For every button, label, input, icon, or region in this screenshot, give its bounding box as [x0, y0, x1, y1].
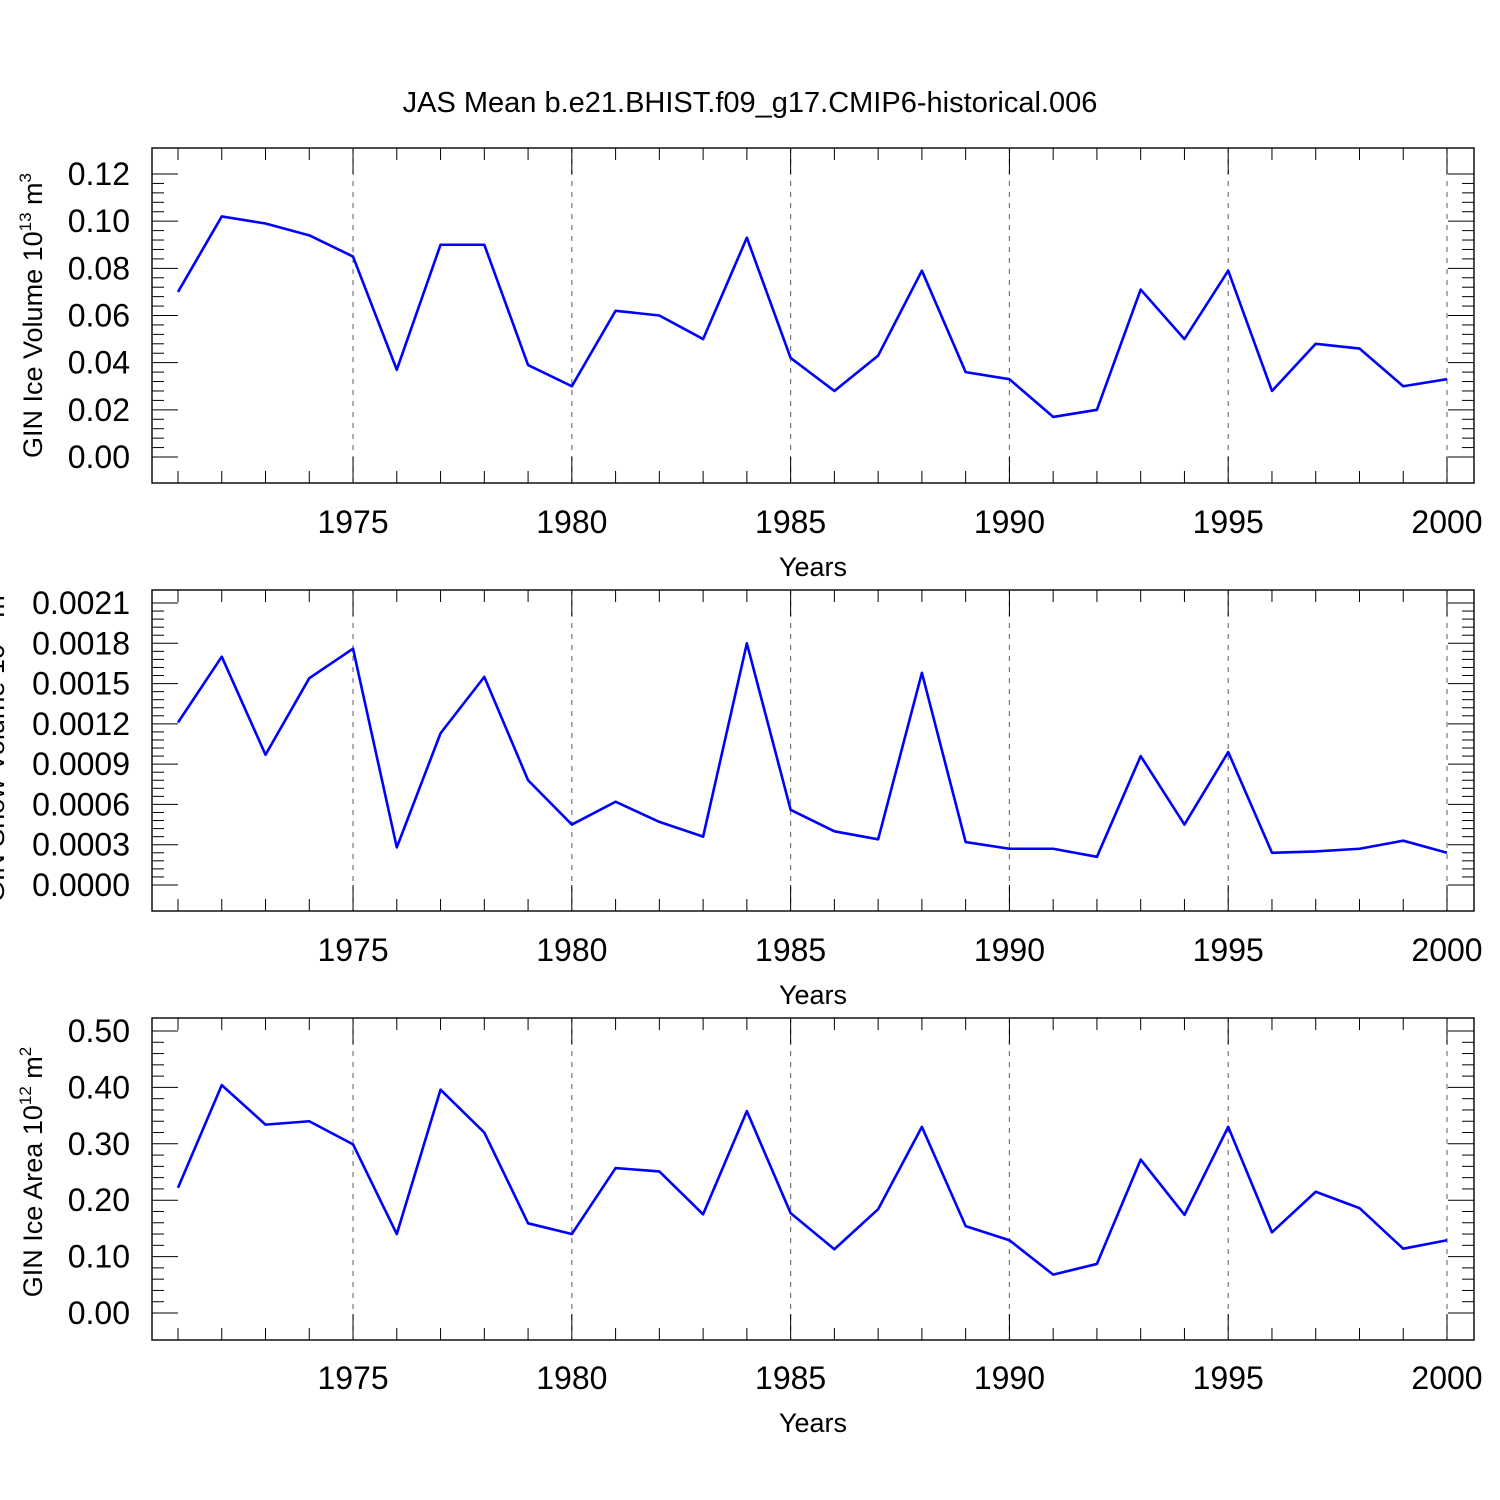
plot-frame: [151, 589, 1475, 912]
panel-2: 0.0000 0.0003 0.0006 0.0009 0.0012 0.0015 0.00…: [0, 585, 1483, 1010]
x-tick-label: 1985: [755, 932, 826, 968]
y-tick-label: 0.02: [68, 392, 130, 428]
panel-1: 0.00 0.02 0.04 0.06 0.08 0.10 0.12 1975 1980 1985…: [16, 147, 1483, 582]
y-tick-label: 0.0006: [32, 786, 130, 822]
y-axis-label: GIN Snow Volume 1013 m3: [0, 586, 10, 903]
x-tick-label: 1990: [974, 932, 1045, 968]
y-tick-label: 0.10: [68, 203, 130, 239]
y-tick-label: 0.00: [68, 439, 130, 475]
y-tick-label: 0.0021: [32, 585, 130, 621]
x-tick-label: 1975: [317, 1360, 388, 1396]
plot-frame: [151, 1017, 1475, 1341]
y-tick-label: 0.00: [68, 1295, 130, 1331]
panels: 0.00 0.02 0.04 0.06 0.08 0.10 0.12 1975 1980 1985…: [0, 147, 1483, 1438]
x-tick-label: 2000: [1411, 932, 1482, 968]
x-tick-label: 1985: [755, 504, 826, 540]
figure-title: JAS Mean b.e21.BHIST.f09_g17.CMIP6-histo…: [403, 87, 1098, 119]
y-tick-label: 0.0015: [32, 666, 130, 702]
x-axis-label: Years: [779, 980, 847, 1010]
x-tick-label: 1980: [536, 1360, 607, 1396]
y-axis-label: GIN Ice Volume 1013 m3: [16, 173, 48, 458]
x-tick-label: 1980: [536, 504, 607, 540]
y-tick-label: 0.0018: [32, 625, 130, 661]
y-tick-label: 0.0009: [32, 746, 130, 782]
plot-frame: [151, 147, 1475, 484]
x-tick-label: 1980: [536, 932, 607, 968]
y-tick-label: 0.0012: [32, 706, 130, 742]
y-tick-label: 0.30: [68, 1126, 130, 1162]
x-tick-label: 1995: [1193, 1360, 1264, 1396]
x-tick-label: 1995: [1193, 932, 1264, 968]
x-tick-label: 1975: [317, 932, 388, 968]
series-line-1-1: [176, 215, 1448, 419]
y-tick-label: 0.40: [68, 1069, 130, 1105]
x-axis-label: Years: [779, 552, 847, 582]
panel-3: 0.00 0.10 0.20 0.30 0.40 0.50 1975 1980 1985 1990…: [16, 1013, 1483, 1438]
y-tick-label: 0.06: [68, 298, 130, 334]
y-axis-label: GIN Ice Area 1012 m2: [16, 1047, 48, 1298]
x-tick-label: 1995: [1193, 504, 1264, 540]
y-tick-label: 0.0003: [32, 827, 130, 863]
series-line-2-1: [176, 641, 1448, 859]
x-axis-label: Years: [779, 1408, 847, 1438]
y-tick-label: 0.0000: [32, 867, 130, 903]
y-tick-label: 0.08: [68, 250, 130, 286]
y-tick-label: 0.20: [68, 1182, 130, 1218]
y-tick-label: 0.12: [68, 156, 130, 192]
y-tick-label: 0.04: [68, 345, 130, 381]
series-line-3-1: [176, 1083, 1448, 1276]
x-tick-label: 2000: [1411, 504, 1482, 540]
y-tick-label: 0.10: [68, 1239, 130, 1275]
x-tick-label: 1990: [974, 1360, 1045, 1396]
y-tick-label: 0.50: [68, 1013, 130, 1049]
x-tick-label: 1985: [755, 1360, 826, 1396]
x-tick-label: 1990: [974, 504, 1045, 540]
x-tick-label: 2000: [1411, 1360, 1482, 1396]
x-tick-label: 1975: [317, 504, 388, 540]
